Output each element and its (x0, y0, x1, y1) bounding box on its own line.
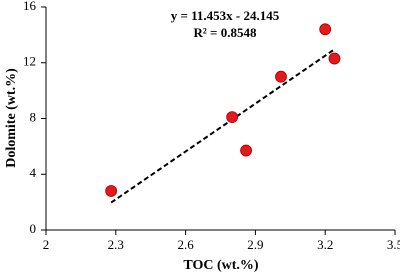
x-tick-label: 2.9 (247, 237, 263, 252)
x-tick-label: 2.6 (177, 237, 194, 252)
x-tick-label: 2.3 (108, 237, 124, 252)
data-point (226, 111, 239, 124)
r-squared: R² = 0.8548 (194, 25, 257, 40)
y-tick-label: 4 (30, 165, 37, 180)
x-tick-label: 3.2 (317, 237, 333, 252)
equation: y = 11.453x - 24.145 (171, 8, 280, 23)
data-point (275, 70, 287, 83)
x-tick-label: 3.5 (387, 237, 400, 252)
y-tick-label: 12 (23, 54, 36, 69)
data-point (240, 144, 252, 157)
y-tick-label: 0 (30, 221, 37, 236)
y-axis-title: Dolomite (wt.%) (4, 68, 19, 168)
data-point (105, 185, 118, 197)
x-axis-title: TOC (wt.%) (183, 258, 259, 273)
data-point (328, 52, 341, 65)
data-point (319, 23, 332, 36)
y-tick-label: 16 (23, 0, 37, 13)
trendline (110, 48, 336, 204)
y-tick-label: 8 (30, 109, 37, 124)
x-tick-label: 2 (43, 237, 50, 252)
